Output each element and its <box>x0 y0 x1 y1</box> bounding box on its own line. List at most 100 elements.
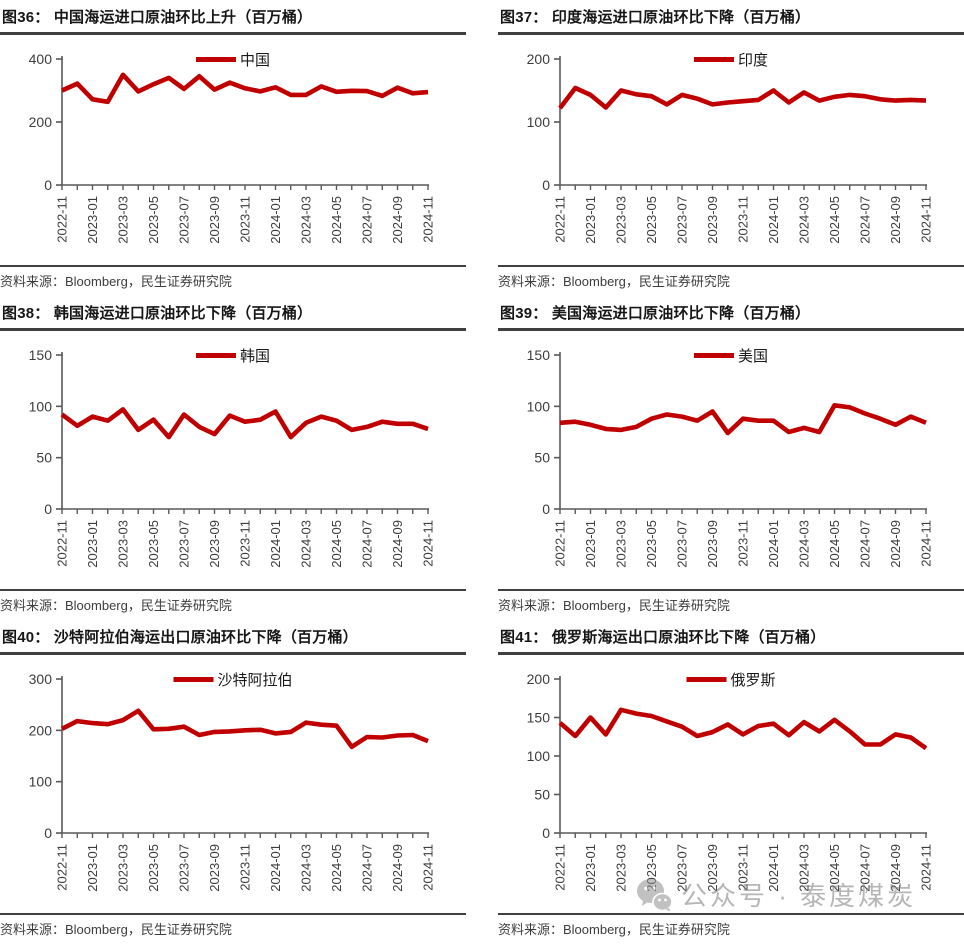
svg-text:0: 0 <box>44 501 52 517</box>
svg-text:2023-05: 2023-05 <box>644 196 659 244</box>
svg-text:2024-05: 2024-05 <box>329 520 344 568</box>
svg-text:2024-07: 2024-07 <box>858 196 873 244</box>
svg-text:2024-11: 2024-11 <box>919 196 934 243</box>
svg-text:2023-11: 2023-11 <box>736 196 751 243</box>
svg-text:2022-11: 2022-11 <box>553 196 568 243</box>
svg-text:2023-01: 2023-01 <box>85 844 100 892</box>
chart-block-fig39: 图39： 美国海运进口原油环比下降（百万桶） 0 50 100 150 2022-11 2… <box>482 296 964 620</box>
line-chart-fig37: 0 100 200 2022-11 2023-01 2023-03 2023-05 2023-… <box>527 51 934 244</box>
svg-text:50: 50 <box>534 450 550 466</box>
svg-text:2023-05: 2023-05 <box>644 520 659 568</box>
svg-text:0: 0 <box>542 501 550 517</box>
legend-fig37: 印度 <box>693 49 768 70</box>
svg-text:2023-11: 2023-11 <box>736 844 751 891</box>
line-chart-fig38: 0 50 100 150 2022-11 2023-01 2023-03 2023-05 202… <box>29 347 436 568</box>
chart-block-fig38: 图38： 韩国海运进口原油环比下降（百万桶） 0 50 100 150 2022-11 2… <box>0 296 482 620</box>
legend-fig36: 中国 <box>195 49 271 70</box>
legend-line-swatch <box>693 57 734 62</box>
legend-label: 中国 <box>239 52 271 69</box>
source-note-fig37: 资料来源：Bloomberg，民生证券研究院 <box>498 265 964 290</box>
svg-text:2023-05: 2023-05 <box>146 844 161 892</box>
svg-text:2023-05: 2023-05 <box>644 844 659 892</box>
line-chart-fig36: 0 200 400 2022-11 2023-01 2023-03 2023-05 2023-… <box>29 51 436 244</box>
svg-text:2023-01: 2023-01 <box>583 196 598 244</box>
svg-text:2023-03: 2023-03 <box>614 520 629 568</box>
svg-text:200: 200 <box>29 114 53 130</box>
svg-text:2024-03: 2024-03 <box>299 844 314 892</box>
svg-text:2023-07: 2023-07 <box>675 196 690 244</box>
source-note-fig36: 资料来源：Bloomberg，民生证券研究院 <box>0 265 466 290</box>
svg-text:200: 200 <box>527 671 551 687</box>
chart-title-fig39: 图39： 美国海运进口原油环比下降（百万桶） <box>498 305 964 331</box>
svg-text:50: 50 <box>36 450 52 466</box>
line-chart-fig39: 0 50 100 150 2022-11 2023-01 2023-03 2023-05 202… <box>527 347 934 568</box>
svg-text:2023-01: 2023-01 <box>85 196 100 244</box>
svg-text:2024-01: 2024-01 <box>268 196 283 244</box>
svg-text:2024-07: 2024-07 <box>360 520 375 568</box>
svg-text:2024-09: 2024-09 <box>390 520 405 568</box>
svg-text:2023-03: 2023-03 <box>614 844 629 892</box>
chart-area-fig37: 0 100 200 2022-11 2023-01 2023-03 2023-05 2023-… <box>498 35 964 263</box>
legend-label: 沙特阿拉伯 <box>217 672 293 689</box>
svg-text:100: 100 <box>527 114 551 130</box>
legend-label: 美国 <box>737 348 769 365</box>
svg-text:2024-05: 2024-05 <box>827 520 842 568</box>
svg-text:2024-11: 2024-11 <box>421 196 436 243</box>
chart-title-fig40: 图40： 沙特阿拉伯海运出口原油环比下降（百万桶） <box>0 629 466 655</box>
legend-line-swatch <box>173 677 214 682</box>
svg-text:2022-11: 2022-11 <box>55 520 70 567</box>
svg-text:2024-01: 2024-01 <box>766 844 781 892</box>
svg-text:2024-09: 2024-09 <box>888 844 903 892</box>
svg-text:2022-11: 2022-11 <box>55 844 70 891</box>
chart-block-fig40: 图40： 沙特阿拉伯海运出口原油环比下降（百万桶） 0 100 200 300 2022… <box>0 620 482 944</box>
svg-text:0: 0 <box>44 825 52 841</box>
svg-text:2022-11: 2022-11 <box>553 520 568 567</box>
svg-text:2023-09: 2023-09 <box>207 196 222 244</box>
svg-text:2024-03: 2024-03 <box>797 196 812 244</box>
svg-text:100: 100 <box>527 748 551 764</box>
svg-text:2023-07: 2023-07 <box>675 844 690 892</box>
svg-text:2024-09: 2024-09 <box>888 520 903 568</box>
svg-text:2023-01: 2023-01 <box>85 520 100 568</box>
svg-text:2024-03: 2024-03 <box>797 844 812 892</box>
svg-text:400: 400 <box>29 51 53 67</box>
svg-text:2024-11: 2024-11 <box>919 844 934 891</box>
line-chart-fig40: 0 100 200 300 2022-11 2023-01 2023-03 2023-05 20… <box>29 671 436 892</box>
svg-text:100: 100 <box>29 774 53 790</box>
svg-text:2023-05: 2023-05 <box>146 520 161 568</box>
svg-text:2023-01: 2023-01 <box>583 844 598 892</box>
source-note-fig39: 资料来源：Bloomberg，民生证券研究院 <box>498 589 964 614</box>
svg-text:2023-09: 2023-09 <box>705 196 720 244</box>
svg-text:2024-05: 2024-05 <box>329 196 344 244</box>
chart-block-fig37: 图37： 印度海运进口原油环比下降（百万桶） 0 100 200 2022-11 202… <box>482 0 964 296</box>
svg-text:2023-03: 2023-03 <box>116 520 131 568</box>
svg-text:2024-09: 2024-09 <box>390 196 405 244</box>
legend-fig41: 俄罗斯 <box>686 669 776 690</box>
svg-text:2024-01: 2024-01 <box>268 520 283 568</box>
legend-label: 韩国 <box>239 348 271 365</box>
svg-text:100: 100 <box>29 398 53 414</box>
svg-text:2024-05: 2024-05 <box>329 844 344 892</box>
line-chart-fig41: 0 50 100 150 200 2022-11 2023-01 2023-03 2023-05… <box>527 671 934 892</box>
svg-text:0: 0 <box>44 177 52 193</box>
svg-text:2023-09: 2023-09 <box>705 520 720 568</box>
svg-text:2024-01: 2024-01 <box>766 520 781 568</box>
svg-text:2023-07: 2023-07 <box>177 196 192 244</box>
svg-text:2024-07: 2024-07 <box>360 844 375 892</box>
svg-text:2024-05: 2024-05 <box>827 844 842 892</box>
chart-block-fig36: 图36： 中国海运进口原油环比上升（百万桶） 0 200 400 2022-11 202… <box>0 0 482 296</box>
svg-text:2024-09: 2024-09 <box>390 844 405 892</box>
chart-title-fig37: 图37： 印度海运进口原油环比下降（百万桶） <box>498 9 964 35</box>
svg-text:300: 300 <box>29 671 53 687</box>
svg-text:150: 150 <box>29 347 53 363</box>
chart-title-fig41: 图41： 俄罗斯海运出口原油环比下降（百万桶） <box>498 629 964 655</box>
legend-line-swatch <box>195 353 236 358</box>
svg-text:2023-01: 2023-01 <box>583 520 598 568</box>
svg-text:2024-07: 2024-07 <box>858 844 873 892</box>
chart-block-fig41: 图41： 俄罗斯海运出口原油环比下降（百万桶） 0 50 100 150 200 2022… <box>482 620 964 944</box>
svg-text:50: 50 <box>534 787 550 803</box>
svg-text:0: 0 <box>542 177 550 193</box>
svg-text:2023-09: 2023-09 <box>207 844 222 892</box>
svg-text:2023-07: 2023-07 <box>177 520 192 568</box>
